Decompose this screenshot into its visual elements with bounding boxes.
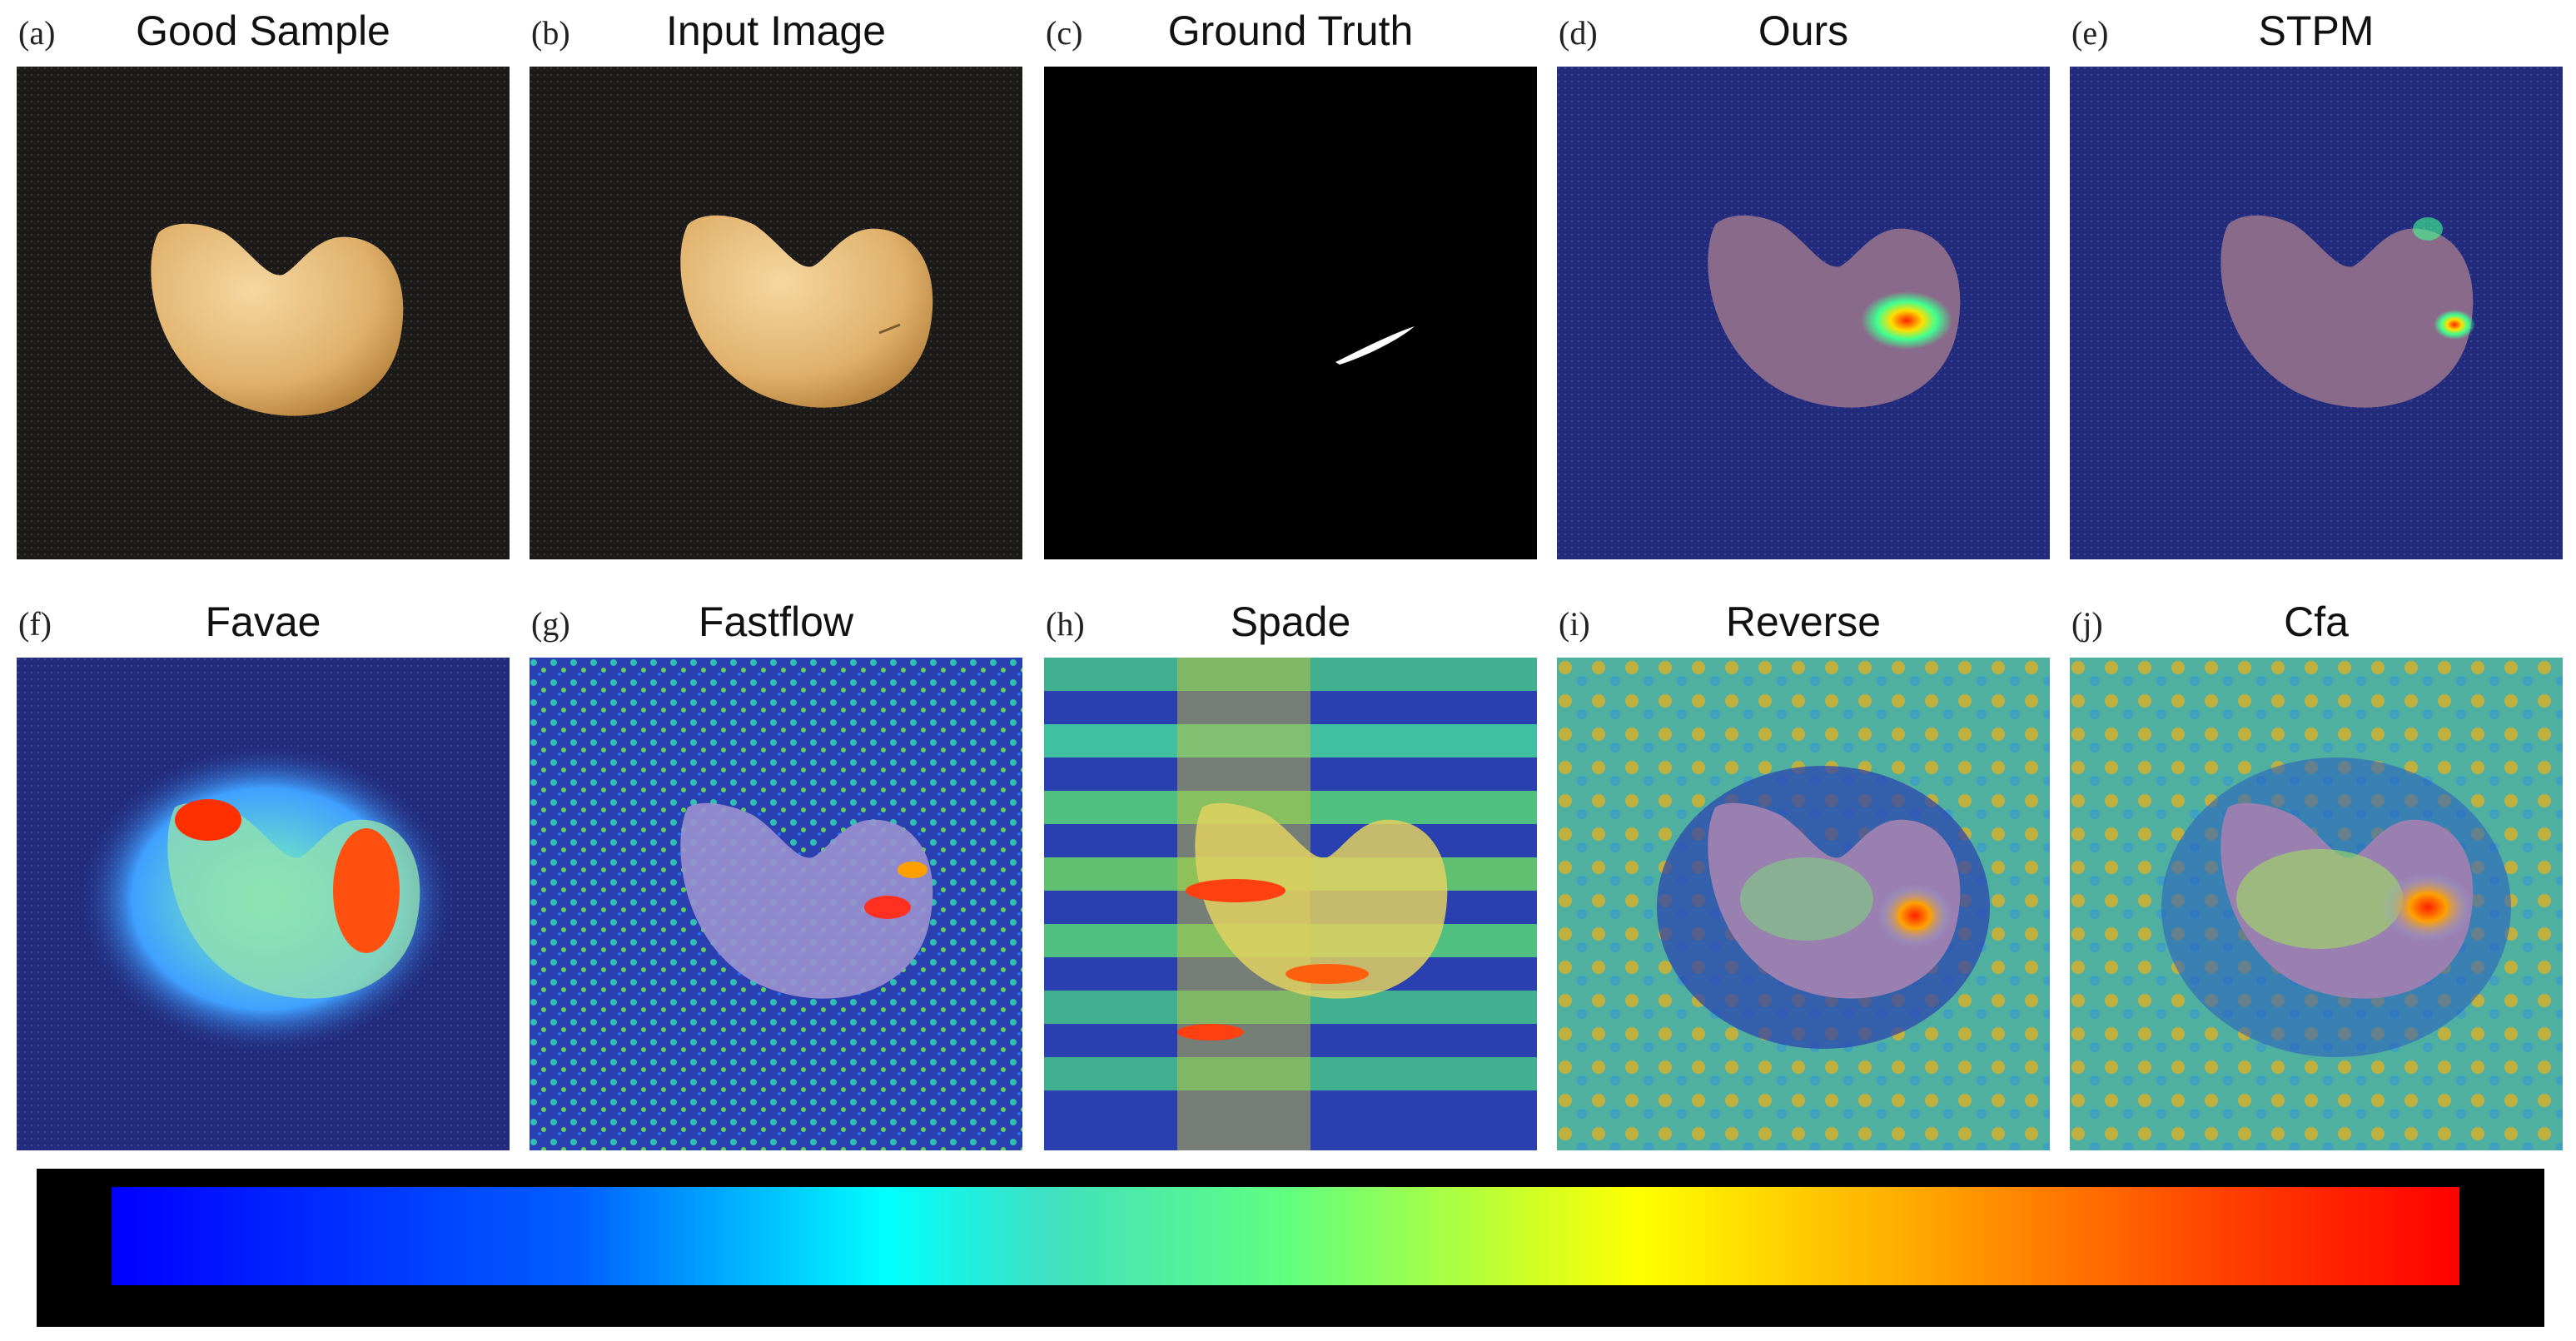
spade-heatmap: [1044, 658, 1537, 1150]
good-sample-image: [17, 67, 510, 559]
panel-title: Fastflow: [698, 598, 854, 645]
panel-reverse: (i) Reverse: [1557, 591, 2050, 1150]
panel-title: STPM: [2258, 7, 2375, 54]
panel-stpm: (e) STPM: [2070, 0, 2563, 559]
panel-letter: (b): [531, 14, 570, 52]
panel-letter: (j): [2071, 605, 2103, 643]
panel-letter: (c): [1046, 14, 1083, 52]
favae-heatmap: [17, 658, 510, 1150]
panel-letter: (e): [2071, 14, 2109, 52]
panel-title: Reverse: [1725, 598, 1882, 645]
panel-letter: (d): [1559, 14, 1598, 52]
panel-fastflow: (g) Fastflow: [530, 591, 1022, 1150]
panel-title: Good Sample: [136, 7, 390, 54]
panel-title: Spade: [1230, 598, 1351, 645]
input-image: [530, 67, 1022, 559]
panel-title: Cfa: [2284, 598, 2349, 645]
panel-title: Input Image: [665, 7, 887, 54]
panel-letter: (f): [18, 605, 52, 643]
cfa-heatmap: [2070, 658, 2563, 1150]
panel-letter: (a): [18, 14, 56, 52]
panel-title: Ground Truth: [1167, 7, 1414, 54]
fastflow-heatmap: [530, 658, 1022, 1150]
panel-good-sample: (a) Good Sample: [17, 0, 510, 559]
colorbar-frame: [37, 1169, 2544, 1327]
panel-letter: (i): [1559, 605, 1590, 643]
panel-ours: (d) Ours: [1557, 0, 2050, 559]
panel-input-image: (b) Input Image: [530, 0, 1022, 559]
panel-letter: (h): [1046, 605, 1085, 643]
panel-title: Ours: [1758, 7, 1849, 54]
panel-favae: (f) Favae: [17, 591, 510, 1150]
panel-spade: (h) Spade: [1044, 591, 1537, 1150]
ground-truth-mask: [1044, 67, 1537, 559]
reverse-heatmap: [1557, 658, 2050, 1150]
ours-heatmap: [1557, 67, 2050, 559]
panel-ground-truth: (c) Ground Truth: [1044, 0, 1537, 559]
panel-title: Favae: [205, 598, 321, 645]
panel-letter: (g): [531, 605, 570, 643]
panel-cfa: (j) Cfa: [2070, 591, 2563, 1150]
stpm-heatmap: [2070, 67, 2563, 559]
colorbar-gradient: [112, 1187, 2459, 1285]
